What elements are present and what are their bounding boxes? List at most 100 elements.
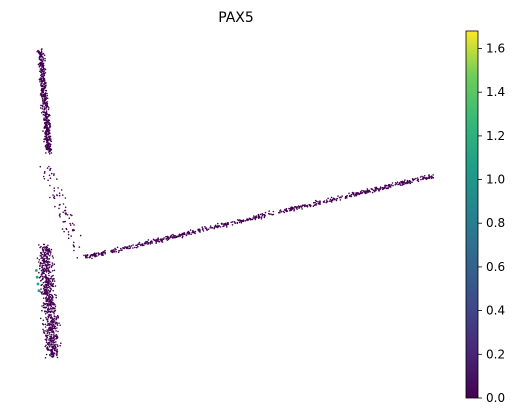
data-point bbox=[51, 278, 53, 280]
data-point bbox=[49, 144, 51, 147]
data-point bbox=[180, 234, 183, 236]
data-point bbox=[42, 319, 45, 322]
data-point bbox=[135, 246, 138, 249]
data-point bbox=[367, 189, 369, 191]
data-point bbox=[170, 234, 173, 237]
data-point bbox=[41, 91, 43, 93]
data-point bbox=[192, 229, 194, 232]
data-point bbox=[50, 350, 53, 353]
data-point bbox=[47, 322, 49, 325]
data-point bbox=[120, 247, 122, 250]
data-point bbox=[45, 255, 47, 257]
data-point bbox=[53, 190, 56, 192]
data-point bbox=[132, 244, 134, 246]
data-point bbox=[72, 244, 75, 246]
data-point bbox=[260, 218, 263, 220]
data-point bbox=[43, 138, 45, 141]
data-point bbox=[45, 271, 48, 273]
data-point bbox=[56, 194, 58, 197]
data-point bbox=[45, 118, 47, 120]
data-point bbox=[55, 296, 57, 299]
data-point bbox=[49, 342, 51, 344]
data-point bbox=[84, 255, 87, 258]
data-point bbox=[326, 200, 329, 203]
data-point bbox=[141, 243, 143, 246]
data-point bbox=[55, 343, 57, 346]
data-point bbox=[43, 126, 46, 129]
data-point bbox=[43, 88, 45, 90]
data-point bbox=[36, 50, 38, 53]
data-point bbox=[90, 254, 92, 257]
data-point bbox=[46, 143, 49, 146]
data-point bbox=[137, 243, 139, 245]
data-point bbox=[58, 214, 61, 217]
data-point bbox=[376, 187, 378, 190]
data-point bbox=[49, 353, 51, 356]
data-point bbox=[238, 221, 241, 224]
data-point bbox=[55, 316, 58, 318]
data-point bbox=[348, 192, 350, 195]
data-point bbox=[43, 74, 46, 76]
data-point bbox=[423, 176, 425, 179]
data-point bbox=[331, 198, 334, 201]
data-point bbox=[48, 296, 50, 298]
data-point bbox=[86, 256, 88, 259]
data-point bbox=[41, 275, 44, 278]
data-point bbox=[46, 343, 49, 345]
data-point bbox=[42, 105, 44, 108]
data-point bbox=[49, 349, 51, 351]
data-point bbox=[183, 232, 186, 234]
data-point bbox=[216, 226, 219, 229]
data-point bbox=[49, 263, 51, 266]
data-point bbox=[130, 245, 133, 247]
data-point bbox=[41, 253, 44, 256]
data-point bbox=[298, 207, 301, 209]
data-point bbox=[296, 208, 298, 210]
data-point bbox=[52, 323, 55, 326]
data-point bbox=[40, 79, 43, 81]
data-point bbox=[319, 201, 322, 203]
data-point bbox=[41, 97, 44, 100]
data-point bbox=[44, 263, 47, 266]
data-point bbox=[254, 217, 257, 219]
data-point bbox=[41, 283, 43, 286]
data-point bbox=[44, 276, 47, 279]
data-point bbox=[354, 195, 356, 197]
data-point bbox=[49, 125, 52, 127]
data-point bbox=[161, 238, 164, 240]
data-point bbox=[42, 101, 44, 103]
data-point bbox=[295, 206, 298, 209]
data-point bbox=[154, 240, 157, 242]
data-point bbox=[39, 65, 41, 67]
data-point bbox=[255, 215, 258, 217]
data-point bbox=[56, 352, 58, 354]
high-expression-point bbox=[35, 269, 38, 272]
data-point bbox=[214, 224, 217, 227]
data-point bbox=[257, 213, 260, 216]
data-point bbox=[45, 285, 48, 288]
data-point bbox=[317, 202, 320, 205]
data-point bbox=[47, 148, 49, 151]
data-point bbox=[149, 243, 152, 245]
data-point bbox=[230, 221, 232, 224]
data-point bbox=[51, 270, 54, 272]
data-point bbox=[330, 201, 333, 203]
data-point bbox=[301, 208, 303, 210]
data-point bbox=[417, 178, 420, 181]
data-point bbox=[50, 335, 52, 338]
data-point bbox=[218, 225, 220, 227]
data-point bbox=[50, 348, 53, 351]
data-point bbox=[45, 148, 48, 151]
data-point bbox=[56, 327, 58, 329]
data-point bbox=[40, 112, 43, 114]
data-point bbox=[41, 274, 43, 276]
data-point bbox=[43, 117, 45, 119]
data-point bbox=[44, 338, 47, 341]
data-point bbox=[40, 288, 42, 290]
data-point bbox=[53, 326, 56, 329]
data-point bbox=[221, 223, 223, 225]
data-point bbox=[44, 326, 47, 328]
data-point bbox=[305, 205, 307, 207]
data-point bbox=[54, 334, 56, 337]
data-point bbox=[211, 227, 214, 229]
